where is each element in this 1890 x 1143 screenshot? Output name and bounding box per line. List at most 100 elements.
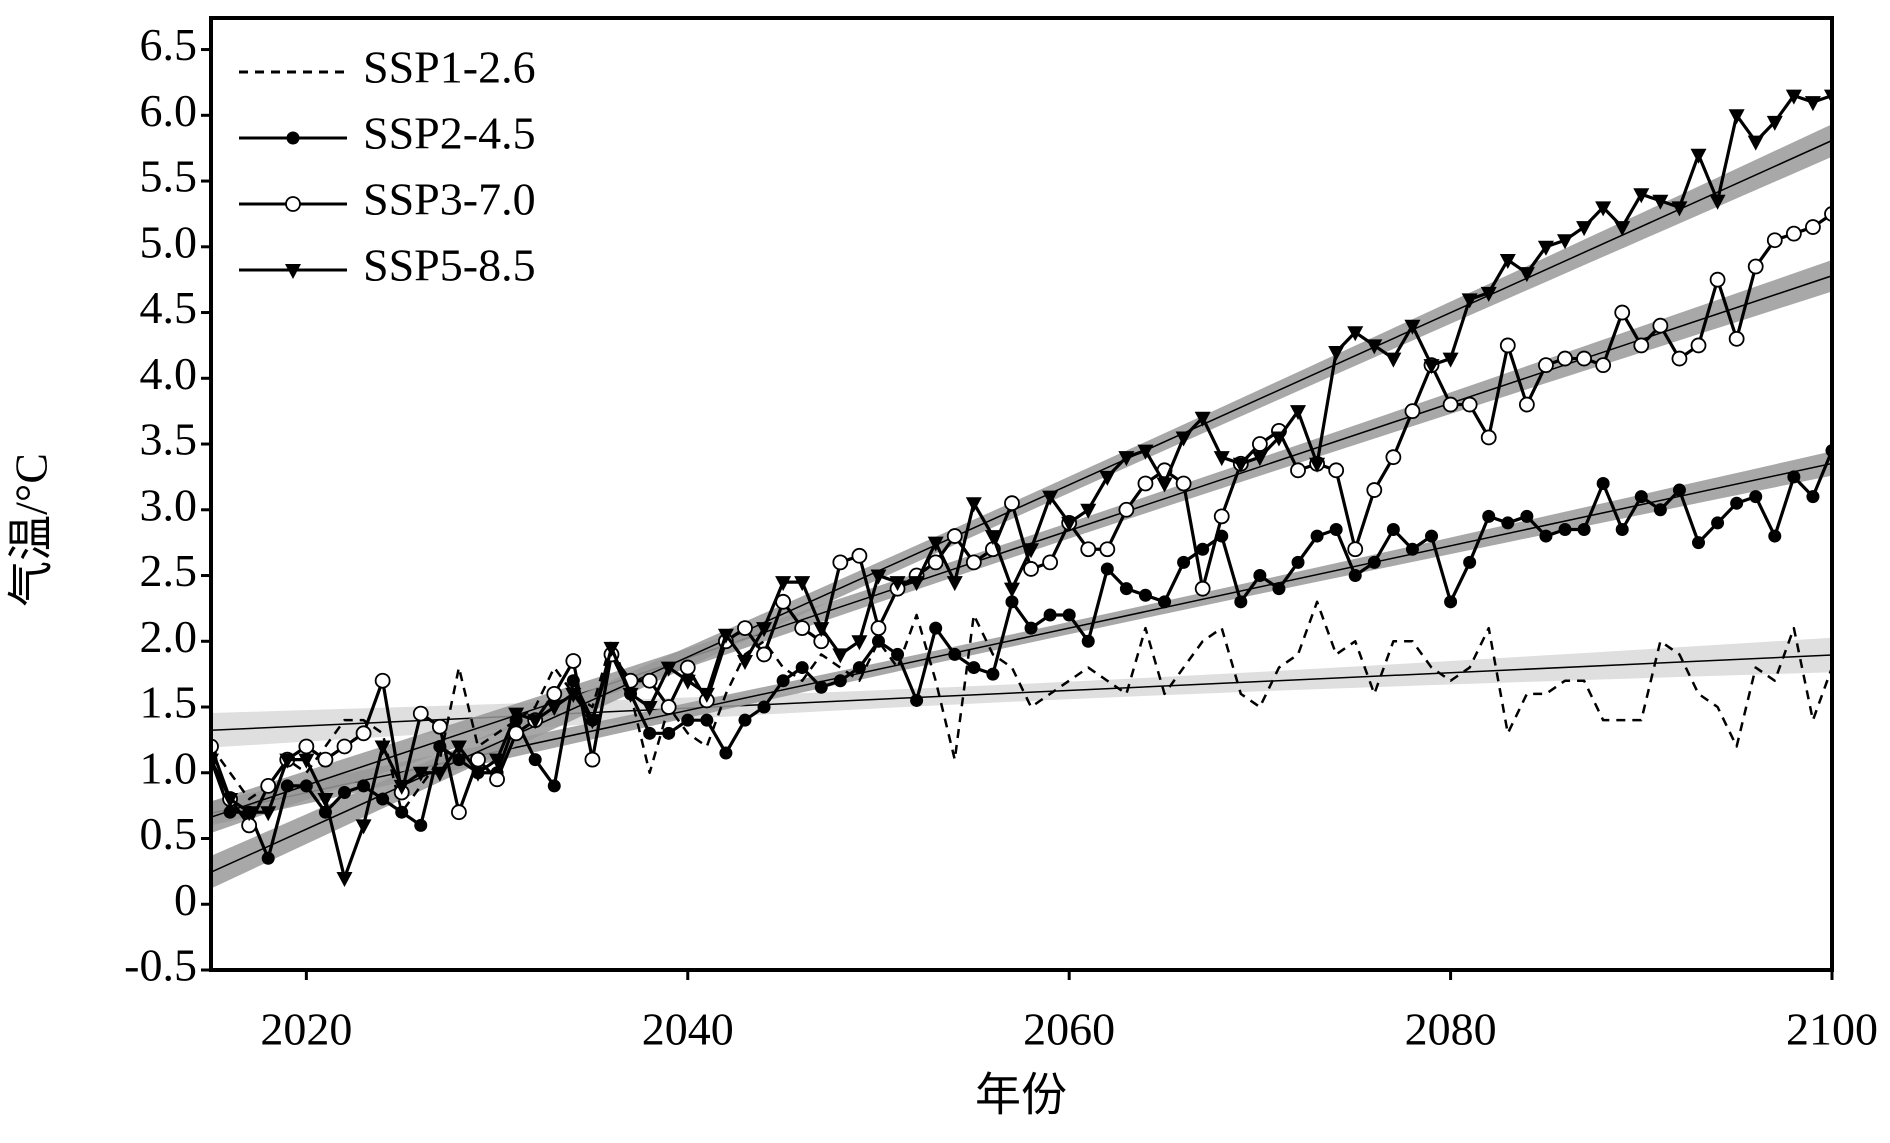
- data-point: [1747, 258, 1764, 275]
- data-point: [776, 674, 790, 688]
- data-point: [1213, 451, 1230, 467]
- data-point: [851, 635, 868, 651]
- data-point: [546, 685, 563, 702]
- data-point: [927, 554, 944, 571]
- data-point: [1482, 509, 1496, 523]
- data-point: [1425, 529, 1439, 543]
- data-point: [1194, 580, 1211, 597]
- data-point: [547, 779, 561, 793]
- data-point: [1690, 337, 1707, 354]
- data-point: [489, 771, 505, 788]
- data-point: [737, 620, 753, 637]
- data-point: [1444, 595, 1458, 609]
- data-point: [833, 674, 847, 688]
- y-axis-label: 气温/°C: [6, 453, 57, 607]
- data-point: [1518, 267, 1535, 283]
- x-tick-label: 2100: [1786, 1004, 1878, 1055]
- data-point: [832, 648, 849, 664]
- data-point: [1042, 554, 1059, 571]
- data-point: [1366, 482, 1383, 498]
- data-point: [279, 753, 296, 769]
- data-point: [1692, 536, 1706, 550]
- data-point: [1177, 555, 1191, 569]
- data-point: [1234, 595, 1248, 609]
- data-point: [1615, 523, 1629, 537]
- plot: [211, 89, 1832, 889]
- data-point: [1576, 221, 1593, 237]
- data-point: [376, 792, 390, 806]
- data-point: [1463, 555, 1477, 569]
- legend-label: SSP5-8.5: [363, 240, 536, 291]
- data-point: [1175, 431, 1192, 447]
- data-point: [1614, 221, 1631, 237]
- data-point: [1766, 232, 1783, 249]
- data-point: [1711, 516, 1725, 530]
- data-point: [298, 753, 315, 769]
- data-point: [1461, 396, 1478, 413]
- data-point: [546, 701, 563, 717]
- data-point: [1577, 523, 1591, 537]
- data-point: [1518, 396, 1535, 413]
- data-point: [1175, 475, 1192, 492]
- data-point: [241, 806, 258, 822]
- data-point: [1749, 490, 1763, 504]
- trend-line: [211, 275, 1832, 818]
- data-point: [584, 751, 601, 768]
- data-point: [317, 793, 334, 809]
- data-point: [469, 766, 486, 782]
- data-point: [719, 746, 733, 760]
- data-point: [1499, 253, 1516, 269]
- data-point: [1499, 337, 1516, 354]
- data-point: [1728, 109, 1745, 125]
- data-point: [1480, 429, 1497, 446]
- data-point: [1690, 148, 1707, 164]
- data-point: [1785, 89, 1802, 105]
- x-tick-label: 2020: [260, 1004, 352, 1055]
- data-point: [1557, 350, 1573, 367]
- legend-label: SSP2-4.5: [363, 108, 536, 159]
- data-point: [1080, 503, 1097, 519]
- y-tick-label: 0.5: [140, 808, 198, 859]
- y-tick-label: 6.0: [140, 85, 198, 136]
- data-point: [870, 569, 887, 585]
- data-point: [1804, 96, 1821, 112]
- data-point: [814, 680, 828, 694]
- data-point: [700, 713, 714, 727]
- data-point: [1043, 608, 1057, 622]
- data-point: [1596, 476, 1610, 490]
- data-point: [431, 766, 448, 782]
- data-point: [1196, 542, 1210, 556]
- data-point: [299, 779, 313, 793]
- data-point: [412, 705, 429, 722]
- trend-line: [211, 139, 1832, 873]
- data-point: [374, 672, 391, 689]
- legend-marker: [285, 196, 301, 212]
- data-point: [489, 753, 506, 769]
- data-point: [1061, 516, 1078, 532]
- data-point: [451, 804, 467, 821]
- data-point: [891, 647, 905, 661]
- data-point: [679, 674, 696, 690]
- data-point: [1003, 582, 1020, 598]
- data-point: [1423, 359, 1440, 375]
- data-point: [1099, 541, 1116, 558]
- data-point: [1520, 509, 1534, 523]
- data-point: [986, 667, 1000, 681]
- y-tick-label: 2.5: [140, 545, 198, 596]
- data-point: [357, 779, 371, 793]
- data-point: [1787, 470, 1801, 484]
- series-line: [211, 600, 1832, 814]
- data-point: [1023, 561, 1039, 577]
- data-point: [1118, 451, 1135, 467]
- data-point: [852, 661, 866, 675]
- data-point: [1595, 357, 1612, 374]
- data-point: [984, 530, 1001, 546]
- data-point: [946, 528, 963, 544]
- data-point: [1118, 501, 1135, 518]
- data-point: [223, 805, 237, 819]
- data-point: [355, 725, 372, 742]
- data-point: [1213, 508, 1230, 525]
- data-point: [641, 701, 658, 717]
- data-point: [1253, 569, 1267, 583]
- data-point: [1709, 271, 1726, 288]
